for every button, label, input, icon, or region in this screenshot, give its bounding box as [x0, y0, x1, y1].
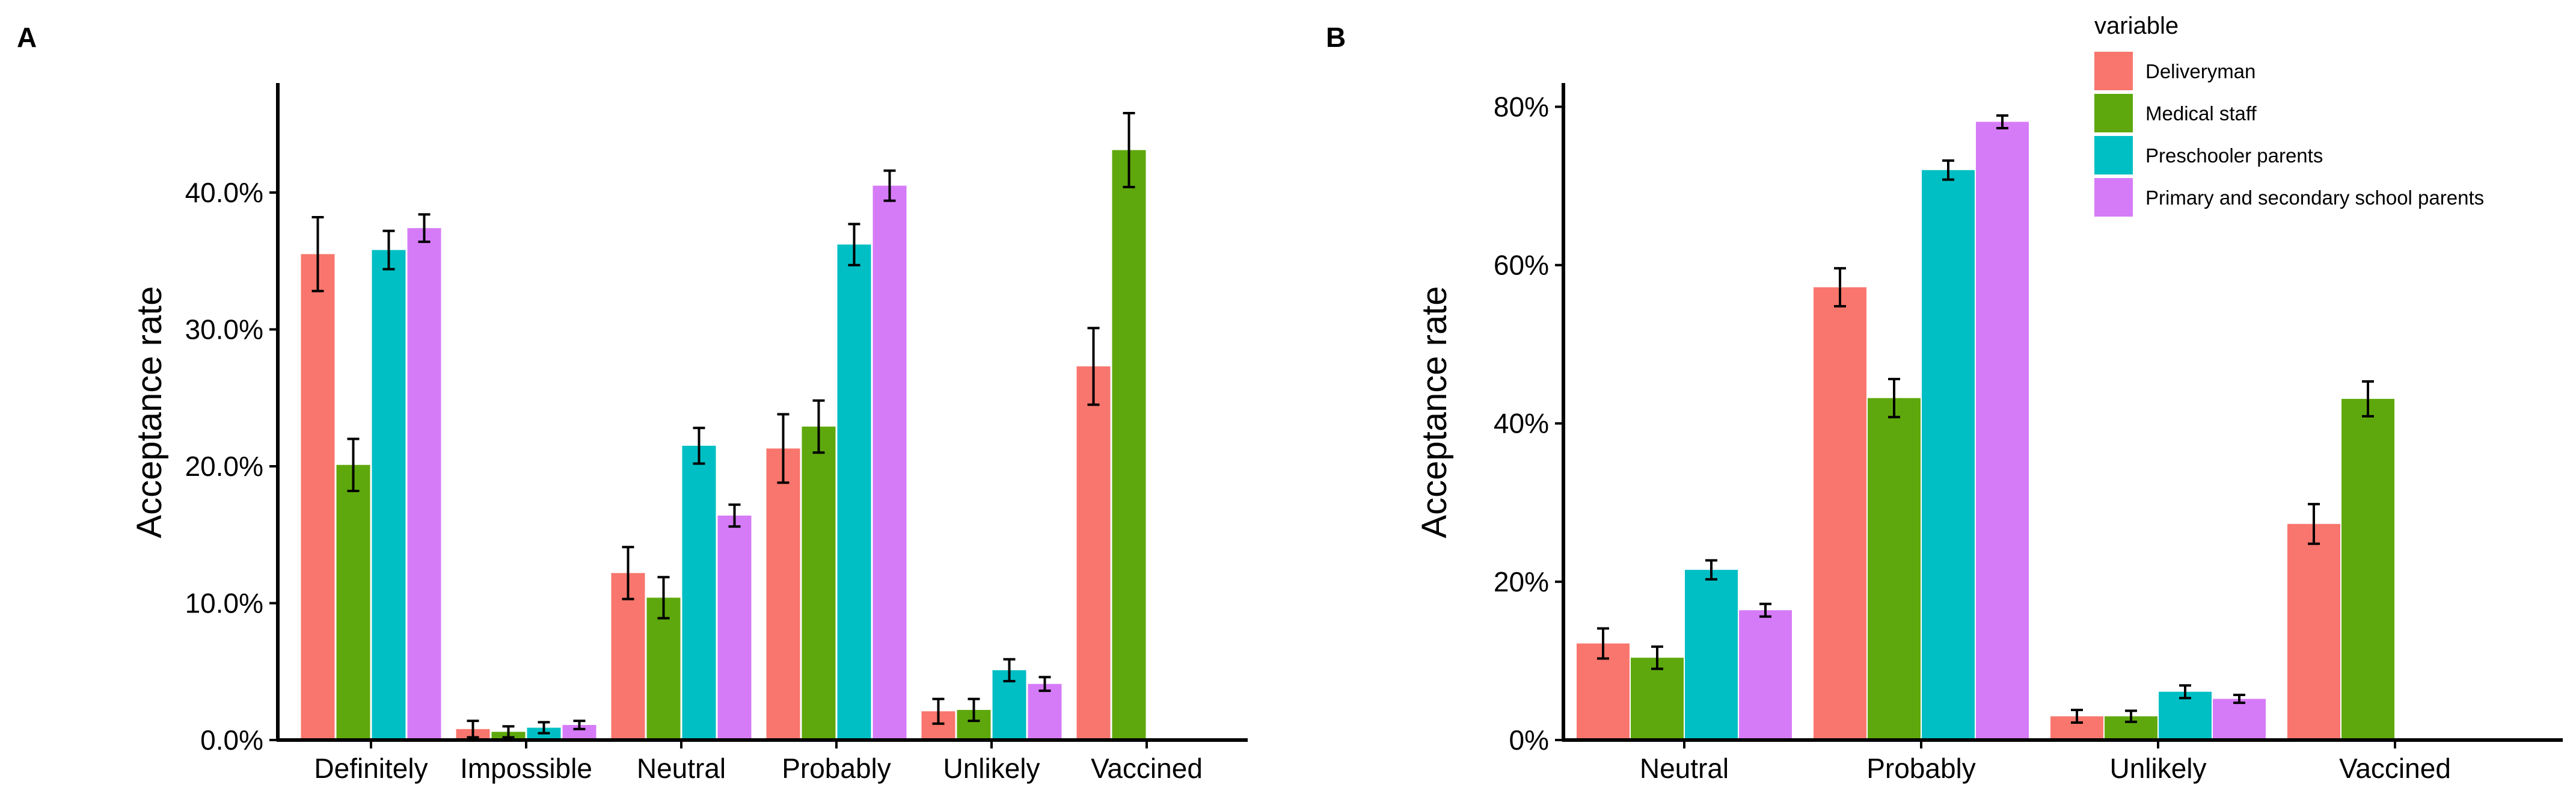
panel-a-x-tick-label-vaccined: Vaccined [1091, 753, 1203, 784]
panel-a-preschooler-parents-probably-bar [837, 244, 871, 740]
legend: variable Deliveryman Medical staff Preschoo… [2094, 13, 2484, 217]
panel-a-primary-and-secondary-school-parents-definitely-error-bar [418, 213, 431, 243]
panel-a-preschooler-parents-neutral-bar [682, 445, 716, 740]
panel-a-deliveryman-probably-bar [766, 448, 800, 740]
panel-a-y-tick-label-3: 30.0% [185, 314, 263, 345]
panel-b-deliveryman-unlikely-error-bar [2071, 709, 2083, 724]
panel-a-preschooler-parents-unlikely-error-bar [1003, 658, 1016, 683]
panel-a-y-tick-label-1: 10.0% [185, 588, 263, 619]
panel-a-x-tick-label-neutral: Neutral [637, 753, 726, 784]
legend-label-medical-staff: Medical staff [2145, 102, 2257, 125]
panel-b-deliveryman-probably-bar [1814, 287, 1866, 740]
panel-b-medical-staff-neutral-bar [1631, 658, 1684, 740]
panel-b-y-tick-label-4: 80% [1494, 91, 1549, 122]
panel-b-preschooler-parents-neutral-bar [1685, 570, 1738, 740]
panel-a-primary-and-secondary-school-parents-probably-bar [872, 185, 907, 740]
panel-b-x-tick-label-vaccined: Vaccined [2339, 753, 2451, 784]
panel-a-deliveryman-unlikely-error-bar [932, 697, 945, 725]
panel-b-primary-and-secondary-school-parents-probably-error-bar [1996, 114, 2008, 129]
panel-a-primary-and-secondary-school-parents-unlikely-bar [1028, 683, 1062, 740]
panel-a-medical-staff-vaccined-error-bar [1123, 112, 1135, 188]
panel-b-deliveryman-vaccined-error-bar [2308, 502, 2320, 545]
panel-a-y-axis-title: Acceptance rate [130, 286, 169, 538]
panel-a-preschooler-parents-definitely-bar [372, 250, 406, 740]
panel-b-medical-staff-vaccined-bar [2341, 398, 2394, 740]
panel-b-primary-and-secondary-school-parents-unlikely-bar [2213, 699, 2266, 740]
panel-a-deliveryman-vaccined-bar [1076, 366, 1111, 740]
panel-b-preschooler-parents-probably-error-bar [1942, 159, 1954, 181]
panel-a-medical-staff-impossible-error-bar [502, 725, 515, 739]
panel-b-x-tick-label-neutral: Neutral [1640, 753, 1729, 784]
panel-a-x-tick-label-probably: Probably [782, 753, 891, 784]
legend-label-preschooler-parents: Preschooler parents [2145, 144, 2323, 167]
panel-a-primary-and-secondary-school-parents-definitely-bar [407, 228, 441, 740]
panel-b-medical-staff-vaccined-error-bar [2362, 380, 2374, 418]
panel-a-deliveryman-neutral-bar [611, 573, 645, 740]
panel-b-y-tick-label-0: 0% [1509, 724, 1549, 756]
legend-label-deliveryman: Deliveryman [2145, 60, 2256, 82]
panel-b-medical-staff-unlikely-error-bar [2125, 709, 2137, 723]
panel-b-letter: B [1326, 22, 1346, 53]
panel-b-preschooler-parents-unlikely-bar [2159, 691, 2212, 740]
panel-a-y-tick-label-2: 20.0% [185, 451, 263, 482]
panel-a-deliveryman-neutral-error-bar [622, 546, 634, 600]
panel-a-y-tick-label-4: 40.0% [185, 177, 263, 208]
panel-b-medical-staff-neutral-error-bar [1651, 645, 1663, 670]
panel-b-deliveryman-vaccined-bar [2287, 523, 2340, 740]
panel-b-y-tick-label-2: 40% [1494, 408, 1549, 439]
panel-b-preschooler-parents-unlikely-error-bar [2179, 684, 2191, 700]
panel-a-deliveryman-definitely-error-bar [311, 215, 324, 292]
panel-b-y-axis-title: Acceptance rate [1415, 286, 1454, 538]
legend-swatch-primary-and-secondary-school-parents [2094, 178, 2133, 217]
panel-a-x-tick-label-impossible: Impossible [460, 753, 592, 784]
panel-b: BNeutralProbablyUnlikely--Vaccined0%20%4… [1326, 22, 2563, 784]
panel-a-deliveryman-probably-error-bar [777, 413, 790, 484]
panel-a-medical-staff-definitely-error-bar [347, 437, 360, 492]
panel-a-medical-staff-vaccined-bar [1112, 150, 1146, 741]
legend-label-primary-and-secondary-school-parents: Primary and secondary school parents [2145, 187, 2484, 209]
panel-a-primary-and-secondary-school-parents-probably-error-bar [883, 169, 896, 202]
panel-a-y-tick-label-0: 0.0% [200, 724, 263, 756]
panel-b-preschooler-parents-probably-bar [1922, 170, 1975, 740]
panel-b-deliveryman-probably-error-bar [1834, 267, 1846, 308]
legend-title: variable [2094, 13, 2179, 39]
panel-a-preschooler-parents-neutral-error-bar [693, 427, 705, 465]
panel-a-x-tick-label-unlikely: Unlikely [943, 753, 1040, 784]
panel-b-primary-and-secondary-school-parents-neutral-bar [1739, 610, 1792, 740]
panel-b-medical-staff-probably-bar [1868, 398, 1921, 740]
panel-a-primary-and-secondary-school-parents-impossible-error-bar [573, 720, 586, 730]
panel-a-letter: A [17, 22, 37, 53]
panel-b-y-tick-label-3: 60% [1494, 250, 1549, 281]
panel-a-deliveryman-vaccined-error-bar [1087, 327, 1100, 406]
panel-a-deliveryman-definitely-bar [301, 254, 335, 740]
panel-a-primary-and-secondary-school-parents-neutral-error-bar [728, 503, 741, 528]
panel-b-preschooler-parents-neutral-error-bar [1705, 559, 1717, 581]
panel-b-primary-and-secondary-school-parents-probably-bar [1976, 122, 2029, 740]
panel-a-medical-staff-neutral-bar [646, 597, 681, 740]
panel-b-primary-and-secondary-school-parents-neutral-error-bar [1759, 602, 1771, 618]
panel-b-primary-and-secondary-school-parents-unlikely-error-bar [2233, 694, 2245, 705]
panel-b-y-tick-label-1: 20% [1494, 566, 1549, 597]
panel-a-primary-and-secondary-school-parents-neutral-bar [717, 515, 752, 740]
panel-a-medical-staff-unlikely-error-bar [968, 697, 980, 723]
panel-a-primary-and-secondary-school-parents-unlikely-error-bar [1038, 676, 1051, 693]
legend-swatch-deliveryman [2094, 52, 2133, 90]
panel-b-x-tick-label-probably: Probably [1866, 753, 1976, 784]
panel-a: A Definitely Impossible Neutral Probably Unli… [17, 22, 1248, 784]
panel-a-medical-staff-neutral-error-bar [657, 576, 670, 620]
legend-swatch-preschooler-parents [2094, 136, 2133, 174]
panel-b-deliveryman-neutral-error-bar [1597, 627, 1609, 660]
panel-a-preschooler-parents-definitely-error-bar [382, 229, 395, 271]
panel-a-medical-staff-definitely-bar [336, 464, 370, 740]
panel-a-preschooler-parents-impossible-error-bar [538, 721, 550, 735]
panel-b-x-tick-label-unlikely: Unlikely [2109, 753, 2206, 784]
panel-a-medical-staff-probably-error-bar [812, 399, 825, 454]
panel-a-deliveryman-impossible-error-bar [467, 720, 479, 739]
legend-swatch-medical-staff [2094, 94, 2133, 132]
panel-b-medical-staff-probably-error-bar [1888, 378, 1900, 419]
panel-a-preschooler-parents-probably-error-bar [848, 223, 860, 267]
panel-a-x-tick-label-definitely: Definitely [314, 753, 428, 784]
panel-a-medical-staff-probably-bar [802, 427, 836, 740]
